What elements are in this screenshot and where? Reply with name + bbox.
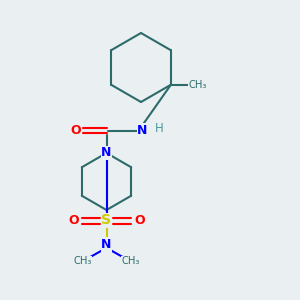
Text: S: S (101, 214, 112, 227)
Text: N: N (101, 238, 112, 251)
Text: CH₃: CH₃ (121, 256, 140, 266)
Text: N: N (137, 124, 148, 137)
Text: O: O (134, 214, 145, 227)
Text: CH₃: CH₃ (188, 80, 206, 90)
Text: N: N (101, 146, 112, 160)
Text: O: O (68, 214, 79, 227)
Text: O: O (70, 124, 81, 137)
Text: H: H (154, 122, 164, 136)
Text: CH₃: CH₃ (73, 256, 92, 266)
